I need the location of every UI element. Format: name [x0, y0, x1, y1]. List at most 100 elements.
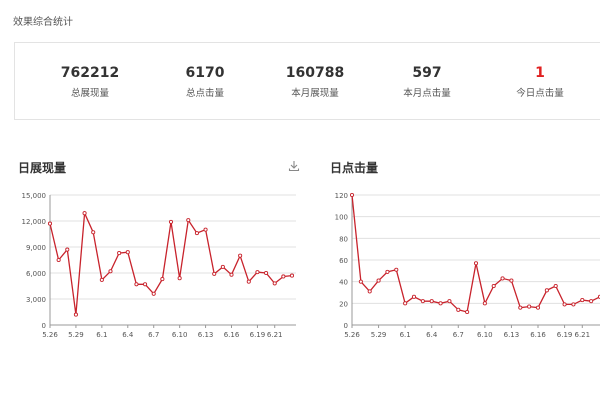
x-tick-label: 5.29: [68, 331, 84, 339]
data-point[interactable]: [186, 218, 191, 223]
data-point[interactable]: [160, 277, 165, 282]
data-point[interactable]: [500, 276, 505, 281]
data-point[interactable]: [73, 312, 78, 317]
x-tick-label: 6.19: [250, 331, 266, 339]
data-point[interactable]: [527, 304, 532, 309]
data-point[interactable]: [177, 276, 182, 281]
data-point[interactable]: [65, 247, 70, 252]
data-point[interactable]: [289, 273, 295, 278]
data-point[interactable]: [571, 302, 576, 307]
data-point[interactable]: [553, 283, 558, 289]
data-point[interactable]: [125, 250, 130, 255]
x-tick-label: 6.13: [504, 331, 520, 339]
data-point[interactable]: [281, 274, 286, 279]
x-tick-label: 5.26: [42, 331, 58, 339]
data-point[interactable]: [403, 301, 408, 306]
chart-daily-clicks: 0 20 40 60 80 100 120 5.26 5.29 6.1 6.4 6.7 6.10 6.13…: [335, 192, 600, 339]
data-point[interactable]: [367, 289, 372, 294]
stat-label: 本月展现量: [291, 88, 339, 99]
data-point[interactable]: [151, 291, 156, 296]
stat-month-impressions: 160788 本月展现量: [265, 65, 365, 100]
data-point[interactable]: [168, 219, 174, 224]
section-title: 效果综合统计: [13, 17, 73, 28]
y-tick-label: 80: [339, 235, 348, 243]
x-tick-label: 6.21: [574, 331, 590, 339]
data-point[interactable]: [264, 270, 269, 276]
data-point[interactable]: [203, 227, 208, 232]
y-tick-label: 9,000: [26, 244, 46, 252]
data-point[interactable]: [358, 279, 363, 284]
x-tick-label: 6.19: [557, 331, 573, 339]
x-tick-label: 5.29: [371, 331, 387, 339]
data-point[interactable]: [376, 278, 381, 283]
download-icon[interactable]: [288, 160, 300, 172]
stat-value: 762212: [60, 65, 120, 81]
y-tick-label: 3,000: [26, 296, 46, 304]
data-point[interactable]: [482, 301, 487, 306]
x-tick-label: 6.16: [530, 331, 546, 339]
y-tick-label: 0: [42, 322, 46, 330]
data-point[interactable]: [117, 251, 122, 256]
data-point[interactable]: [429, 299, 434, 304]
x-tick-label: 6.4: [122, 331, 134, 339]
data-point[interactable]: [349, 192, 355, 198]
data-point[interactable]: [246, 279, 251, 284]
stat-value: 6170: [185, 65, 225, 81]
data-point[interactable]: [473, 261, 479, 266]
data-point[interactable]: [420, 299, 425, 304]
data-point[interactable]: [562, 302, 567, 307]
data-point[interactable]: [220, 264, 225, 269]
chart-title-daily-impressions: 日展现量: [18, 161, 67, 175]
stat-today-clicks: 1 今日点击量: [490, 65, 590, 100]
stat-total-impressions: 762212 总展现量: [40, 65, 140, 100]
stat-value: 1: [535, 65, 545, 81]
stat-total-clicks: 6170 总点击量: [155, 65, 255, 100]
data-point[interactable]: [465, 309, 470, 315]
stat-label: 本月点击量: [403, 88, 451, 99]
data-point[interactable]: [456, 307, 461, 312]
x-tick-label: 6.21: [267, 331, 283, 339]
data-point[interactable]: [411, 294, 417, 299]
y-tick-label: 40: [339, 279, 348, 287]
chart-title-daily-clicks: 日点击量: [330, 161, 379, 175]
x-tick-label: 6.10: [477, 331, 493, 339]
data-point[interactable]: [82, 211, 87, 216]
stat-month-clicks: 597 本月点击量: [377, 65, 477, 100]
data-point[interactable]: [229, 272, 234, 277]
data-point[interactable]: [518, 305, 523, 310]
data-point[interactable]: [99, 277, 104, 282]
data-point[interactable]: [91, 230, 96, 235]
data-point[interactable]: [385, 269, 390, 274]
y-tick-label: 20: [339, 300, 348, 308]
data-point[interactable]: [447, 299, 452, 304]
x-tick-label: 6.16: [224, 331, 240, 339]
data-point[interactable]: [580, 298, 585, 303]
data-point[interactable]: [143, 282, 148, 287]
data-point[interactable]: [509, 278, 514, 283]
data-point[interactable]: [544, 288, 549, 293]
data-point[interactable]: [255, 270, 260, 275]
data-point[interactable]: [491, 283, 496, 289]
stat-label: 总点击量: [185, 88, 224, 99]
y-tick-label: 0: [344, 322, 348, 330]
data-point[interactable]: [394, 267, 399, 272]
series-line: [351, 194, 600, 313]
data-point[interactable]: [108, 269, 113, 274]
data-point[interactable]: [212, 271, 217, 276]
y-tick-label: 6,000: [26, 270, 46, 278]
data-point[interactable]: [47, 221, 53, 226]
data-point[interactable]: [194, 231, 199, 236]
y-tick-label: 60: [339, 257, 348, 265]
data-point[interactable]: [589, 299, 594, 304]
data-point[interactable]: [272, 281, 277, 286]
x-tick-label: 6.7: [148, 331, 159, 339]
data-point[interactable]: [134, 282, 139, 287]
stat-label: 总展现量: [70, 88, 109, 99]
x-tick-label: 6.10: [172, 331, 188, 339]
data-point[interactable]: [535, 305, 541, 310]
data-point[interactable]: [438, 301, 443, 306]
data-point[interactable]: [238, 253, 243, 258]
data-point[interactable]: [56, 257, 61, 263]
stat-label: 今日点击量: [516, 88, 564, 99]
